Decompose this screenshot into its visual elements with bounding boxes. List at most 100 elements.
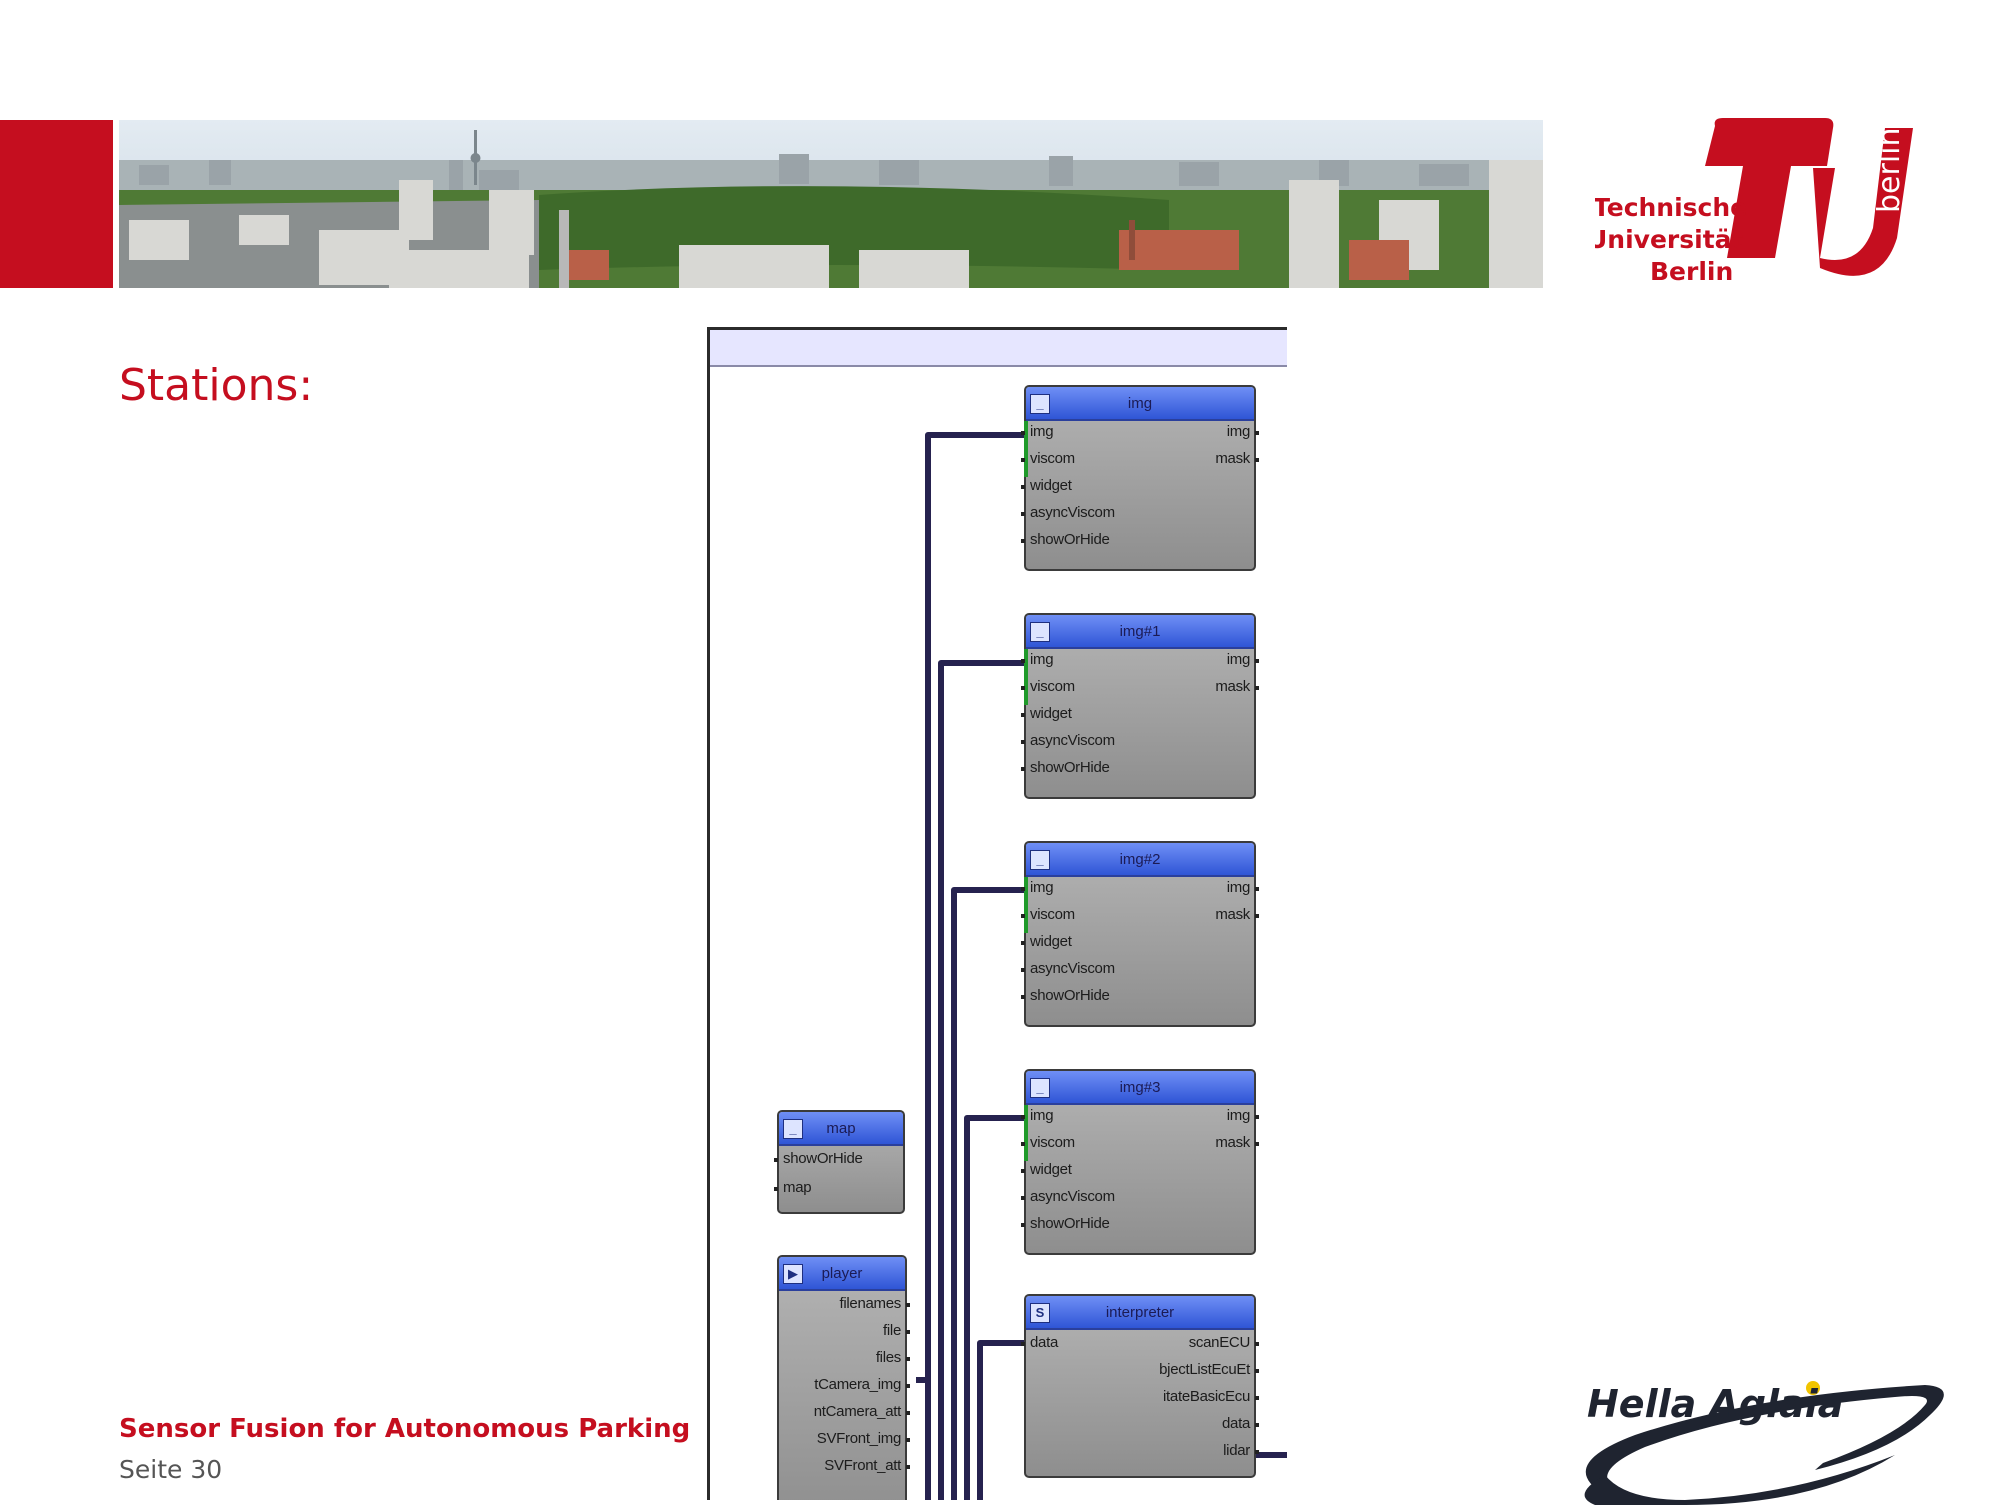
port-out-img[interactable]: img: [1226, 651, 1251, 668]
port-connector-dot[interactable]: [1255, 659, 1259, 663]
port-out-files[interactable]: files: [875, 1349, 901, 1366]
port-out-svfront-img[interactable]: SVFront_img: [816, 1430, 902, 1447]
port-out-data[interactable]: data: [1222, 1415, 1250, 1432]
port-connector-dot[interactable]: [906, 1330, 910, 1334]
minimize-icon[interactable]: _: [1030, 1078, 1050, 1098]
port-connector-dot[interactable]: [1255, 431, 1259, 435]
port-in-widget[interactable]: widget: [1030, 933, 1072, 950]
node-editor-canvas[interactable]: _ img img viscom widget asyncViscom show…: [707, 327, 1287, 1500]
play-icon[interactable]: ▶: [783, 1264, 803, 1284]
node-img-3[interactable]: _ img#3 img viscom widget asyncViscom sh…: [1021, 1069, 1259, 1255]
port-connector-dot[interactable]: [1021, 740, 1025, 744]
port-connector-dot[interactable]: [1021, 431, 1025, 435]
port-connector-dot[interactable]: [906, 1303, 910, 1307]
port-connector-dot[interactable]: [1021, 1223, 1025, 1227]
minimize-icon[interactable]: _: [1030, 850, 1050, 870]
node-img-1[interactable]: _ img#1 img viscom widget asyncViscom sh…: [1021, 613, 1259, 799]
port-connector-dot[interactable]: [1021, 1142, 1025, 1146]
port-connector-dot[interactable]: [1021, 512, 1025, 516]
port-connector-dot[interactable]: [1021, 1115, 1025, 1119]
port-connector-dot[interactable]: [774, 1158, 778, 1162]
port-connector-dot[interactable]: [1021, 968, 1025, 972]
port-out-objectlist[interactable]: bjectListEcuEt: [1159, 1361, 1250, 1378]
port-in-asyncviscom[interactable]: asyncViscom: [1030, 732, 1115, 749]
port-out-mask[interactable]: mask: [1215, 678, 1250, 695]
port-connector-dot[interactable]: [906, 1357, 910, 1361]
port-in-asyncviscom[interactable]: asyncViscom: [1030, 504, 1115, 521]
minimize-icon[interactable]: _: [1030, 394, 1050, 414]
port-in-showorhide[interactable]: showOrHide: [1030, 1215, 1110, 1232]
port-connector-dot[interactable]: [1021, 887, 1025, 891]
port-in-widget[interactable]: widget: [1030, 477, 1072, 494]
port-out-statebasic[interactable]: itateBasicEcu: [1163, 1388, 1250, 1405]
port-connector-dot[interactable]: [1021, 767, 1025, 771]
port-in-widget[interactable]: widget: [1030, 705, 1072, 722]
port-connector-dot[interactable]: [906, 1384, 910, 1388]
node-img[interactable]: _ img img viscom widget asyncViscom show…: [1021, 385, 1259, 571]
node-title-bar[interactable]: ▶ player: [779, 1257, 905, 1291]
port-out-img[interactable]: img: [1226, 1107, 1251, 1124]
port-connector-dot[interactable]: [1021, 941, 1025, 945]
port-connector-dot[interactable]: [1255, 1115, 1259, 1119]
port-connector-dot[interactable]: [906, 1438, 910, 1442]
port-connector-dot[interactable]: [774, 1187, 778, 1191]
port-out-camera-att[interactable]: ntCamera_att: [813, 1403, 902, 1420]
port-connector-dot[interactable]: [1021, 713, 1025, 717]
node-player[interactable]: ▶ player filenames file files tCamera_im…: [777, 1255, 910, 1500]
node-title-bar[interactable]: _ img#1: [1026, 615, 1254, 649]
port-out-img[interactable]: img: [1226, 879, 1251, 896]
port-out-mask[interactable]: mask: [1215, 1134, 1250, 1151]
port-connector-dot[interactable]: [1021, 1342, 1025, 1346]
node-map[interactable]: _ map showOrHide map: [774, 1110, 905, 1214]
port-connector-dot[interactable]: [1021, 1196, 1025, 1200]
port-connector-dot[interactable]: [1021, 914, 1025, 918]
port-in-showorhide[interactable]: showOrHide: [783, 1150, 863, 1167]
port-in-showorhide[interactable]: showOrHide: [1030, 759, 1110, 776]
port-connector-dot[interactable]: [1255, 1342, 1259, 1346]
port-connector-dot[interactable]: [1255, 914, 1259, 918]
port-connector-dot[interactable]: [1255, 1369, 1259, 1373]
port-connector-dot[interactable]: [1021, 458, 1025, 462]
port-in-map[interactable]: map: [783, 1179, 812, 1196]
node-title-bar[interactable]: _ img#2: [1026, 843, 1254, 877]
port-in-img[interactable]: img: [1030, 423, 1054, 440]
port-in-asyncviscom[interactable]: asyncViscom: [1030, 1188, 1115, 1205]
node-title-bar[interactable]: S interpreter: [1026, 1296, 1254, 1330]
port-in-data[interactable]: data: [1030, 1334, 1058, 1351]
port-out-scanecu[interactable]: scanECU: [1188, 1334, 1251, 1351]
port-connector-dot[interactable]: [1255, 1450, 1259, 1454]
port-out-svfront-att[interactable]: SVFront_att: [824, 1457, 901, 1474]
port-connector-dot[interactable]: [1255, 458, 1259, 462]
port-in-img[interactable]: img: [1030, 1107, 1054, 1124]
minimize-icon[interactable]: _: [783, 1119, 803, 1139]
port-in-showorhide[interactable]: showOrHide: [1030, 531, 1110, 548]
node-title-bar[interactable]: _ map: [779, 1112, 903, 1146]
port-connector-dot[interactable]: [1255, 1142, 1259, 1146]
port-in-viscom[interactable]: viscom: [1030, 678, 1075, 695]
minimize-icon[interactable]: _: [1030, 622, 1050, 642]
port-connector-dot[interactable]: [1021, 539, 1025, 543]
script-icon[interactable]: S: [1030, 1303, 1050, 1323]
port-out-img[interactable]: img: [1226, 423, 1251, 440]
node-interpreter[interactable]: S interpreter data scanECU bjectListEcuE…: [1021, 1294, 1259, 1478]
port-out-camera-img[interactable]: tCamera_img: [814, 1376, 901, 1393]
port-connector-dot[interactable]: [1021, 995, 1025, 999]
port-connector-dot[interactable]: [1255, 1396, 1259, 1400]
port-in-viscom[interactable]: viscom: [1030, 906, 1075, 923]
port-connector-dot[interactable]: [1021, 686, 1025, 690]
port-in-img[interactable]: img: [1030, 651, 1054, 668]
port-in-widget[interactable]: widget: [1030, 1161, 1072, 1178]
port-connector-dot[interactable]: [1021, 485, 1025, 489]
port-in-img[interactable]: img: [1030, 879, 1054, 896]
node-title-bar[interactable]: _ img#3: [1026, 1071, 1254, 1105]
port-in-asyncviscom[interactable]: asyncViscom: [1030, 960, 1115, 977]
port-connector-dot[interactable]: [1021, 659, 1025, 663]
port-out-mask[interactable]: mask: [1215, 450, 1250, 467]
port-connector-dot[interactable]: [1021, 1169, 1025, 1173]
port-connector-dot[interactable]: [1255, 1423, 1259, 1427]
port-out-filenames[interactable]: filenames: [839, 1295, 902, 1312]
port-connector-dot[interactable]: [1255, 887, 1259, 891]
port-out-file[interactable]: file: [883, 1322, 901, 1339]
port-connector-dot[interactable]: [906, 1411, 910, 1415]
node-img-2[interactable]: _ img#2 img viscom widget asyncViscom sh…: [1021, 841, 1259, 1027]
